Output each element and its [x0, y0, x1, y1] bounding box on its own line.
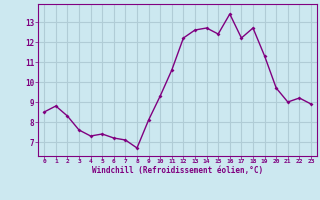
X-axis label: Windchill (Refroidissement éolien,°C): Windchill (Refroidissement éolien,°C) — [92, 166, 263, 175]
